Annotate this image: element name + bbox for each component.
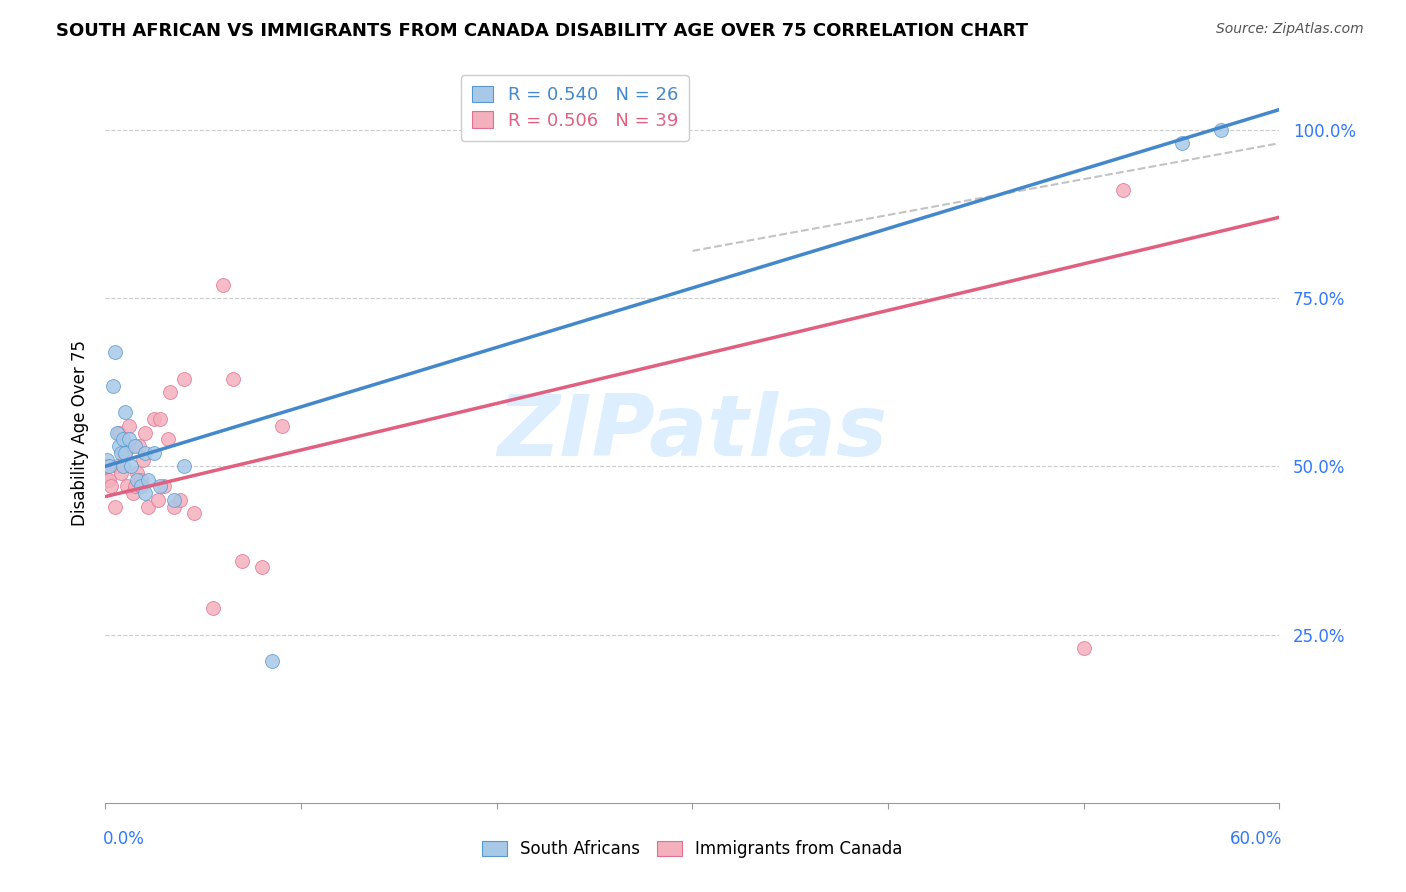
Point	[118, 418, 141, 433]
Point	[124, 439, 146, 453]
Point	[1170, 136, 1192, 151]
Point	[100, 479, 122, 493]
Point	[125, 473, 148, 487]
Point	[134, 425, 156, 440]
Point	[104, 344, 127, 359]
Text: 0.0%: 0.0%	[103, 830, 145, 847]
Point	[134, 486, 156, 500]
Point	[221, 372, 243, 386]
Point	[143, 412, 166, 426]
Point	[260, 655, 283, 669]
Point	[112, 446, 135, 460]
Point	[112, 459, 135, 474]
Point	[149, 479, 172, 493]
Text: ZIPatlas: ZIPatlas	[498, 391, 887, 475]
Point	[153, 479, 176, 493]
Point	[118, 433, 141, 447]
Point	[231, 553, 253, 567]
Y-axis label: Disability Age Over 75: Disability Age Over 75	[72, 340, 90, 525]
Point	[159, 385, 181, 400]
Point	[1112, 183, 1135, 197]
Point	[96, 452, 118, 467]
Point	[169, 492, 191, 507]
Point	[173, 459, 195, 474]
Point	[105, 425, 128, 440]
Point	[96, 459, 118, 474]
Text: 60.0%: 60.0%	[1229, 830, 1282, 847]
Point	[1209, 122, 1232, 136]
Point	[114, 446, 136, 460]
Point	[173, 372, 195, 386]
Point	[120, 439, 142, 453]
Point	[110, 466, 132, 480]
Point	[202, 600, 225, 615]
Text: Source: ZipAtlas.com: Source: ZipAtlas.com	[1216, 22, 1364, 37]
Legend: South Africans, Immigrants from Canada: South Africans, Immigrants from Canada	[475, 833, 910, 865]
Point	[108, 439, 131, 453]
Point	[270, 418, 292, 433]
Point	[129, 479, 152, 493]
Point	[96, 473, 118, 487]
Point	[110, 446, 132, 460]
Point	[148, 492, 170, 507]
Point	[114, 405, 136, 419]
Point	[163, 492, 186, 507]
Point	[128, 439, 150, 453]
Point	[98, 459, 121, 474]
Point	[98, 473, 121, 487]
Point	[134, 446, 156, 460]
Point	[138, 500, 160, 514]
Point	[120, 459, 142, 474]
Point	[105, 459, 128, 474]
Point	[129, 473, 152, 487]
Point	[124, 479, 146, 493]
Point	[103, 378, 125, 392]
Point	[104, 500, 127, 514]
Text: SOUTH AFRICAN VS IMMIGRANTS FROM CANADA DISABILITY AGE OVER 75 CORRELATION CHART: SOUTH AFRICAN VS IMMIGRANTS FROM CANADA …	[56, 22, 1028, 40]
Point	[112, 433, 135, 447]
Point	[149, 412, 172, 426]
Point	[138, 473, 160, 487]
Point	[143, 446, 166, 460]
Point	[108, 425, 131, 440]
Point	[250, 560, 273, 574]
Point	[131, 452, 153, 467]
Point	[183, 507, 205, 521]
Point	[157, 433, 180, 447]
Point	[115, 479, 138, 493]
Point	[114, 446, 136, 460]
Point	[121, 486, 143, 500]
Point	[211, 277, 233, 292]
Point	[1073, 640, 1095, 655]
Point	[125, 466, 148, 480]
Point	[163, 500, 186, 514]
